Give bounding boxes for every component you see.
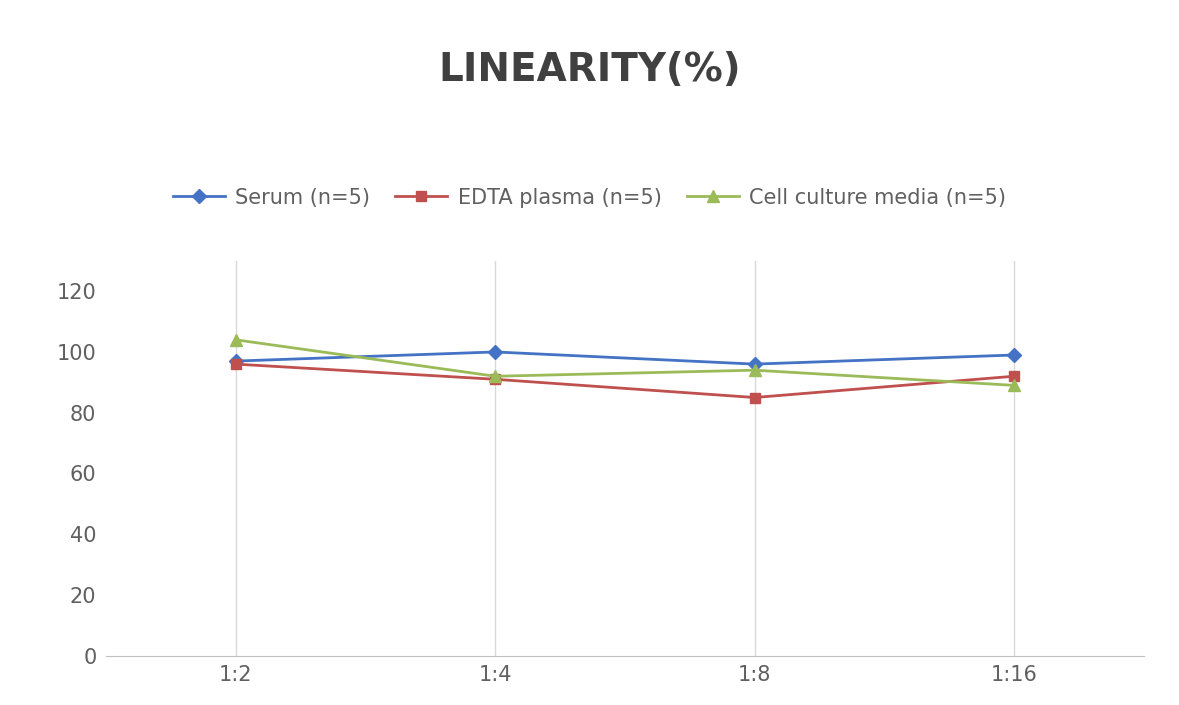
Legend: Serum (n=5), EDTA plasma (n=5), Cell culture media (n=5): Serum (n=5), EDTA plasma (n=5), Cell cul… bbox=[165, 180, 1014, 216]
Text: LINEARITY(%): LINEARITY(%) bbox=[439, 51, 740, 90]
